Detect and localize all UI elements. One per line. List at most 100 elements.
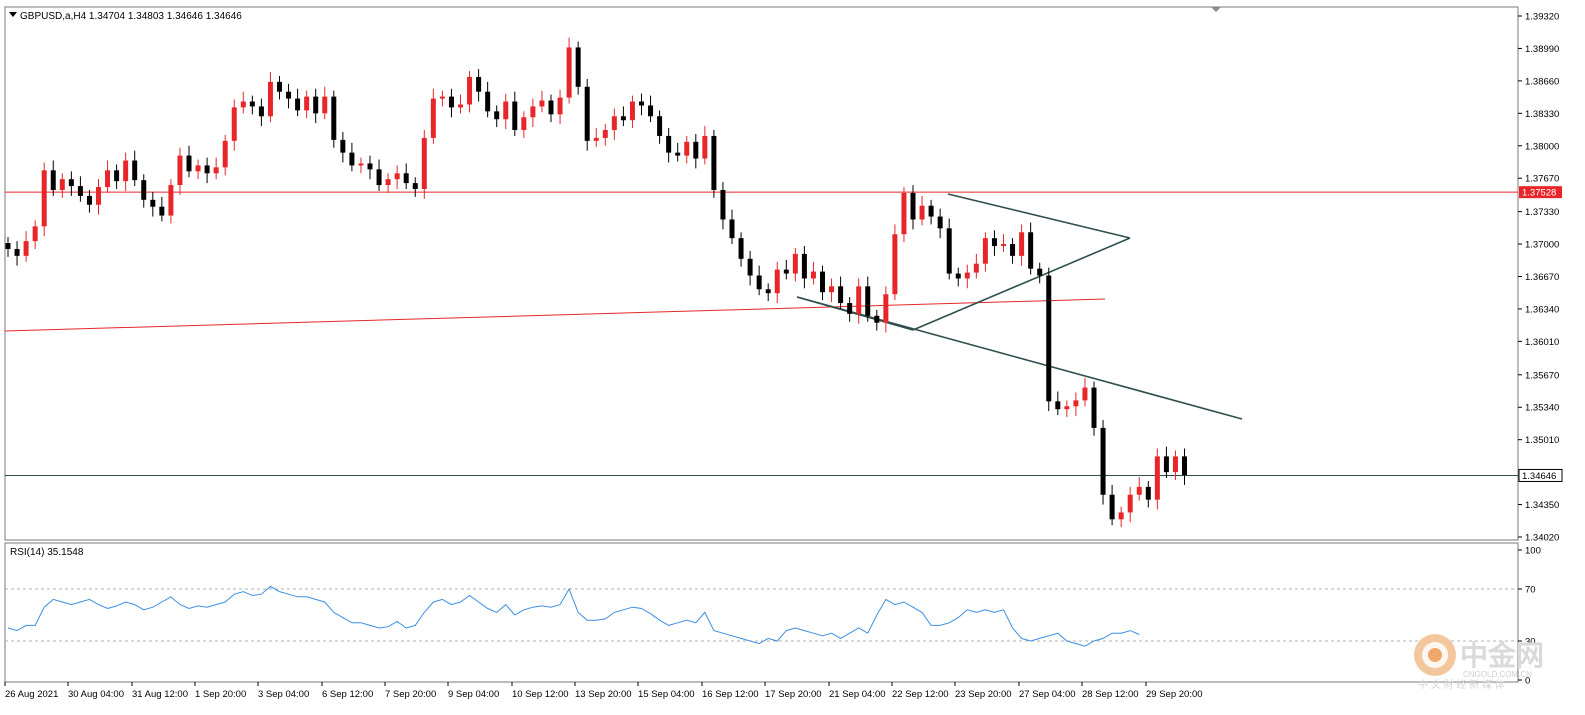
candle xyxy=(693,133,699,169)
horizontal-lines xyxy=(5,191,1518,476)
candle xyxy=(946,218,952,280)
candle-body xyxy=(648,105,654,117)
price-tick-label: 1.37000 xyxy=(1525,240,1559,251)
scroll-marker-icon[interactable] xyxy=(1211,7,1221,12)
candle xyxy=(222,134,228,176)
candle-body xyxy=(367,163,373,170)
candle-body xyxy=(928,205,934,217)
candle-body xyxy=(774,269,780,294)
rising-support-line[interactable] xyxy=(4,298,1106,332)
price-tick-label: 1.38990 xyxy=(1525,44,1559,55)
candle-body xyxy=(738,238,744,259)
candle-body xyxy=(485,91,491,112)
candle xyxy=(286,83,292,109)
price-tick-label: 1.38330 xyxy=(1525,109,1559,120)
candle xyxy=(331,90,337,148)
candle xyxy=(566,37,572,104)
candle-body xyxy=(286,91,292,99)
rsi-line xyxy=(7,585,1140,647)
rsi-level-lines xyxy=(5,588,1518,642)
candle-body xyxy=(277,81,282,92)
candle xyxy=(593,128,599,147)
candle xyxy=(1010,238,1016,264)
candle xyxy=(539,90,545,113)
candle-body xyxy=(313,96,319,114)
candle-body xyxy=(838,286,844,304)
candle xyxy=(258,98,264,127)
candle xyxy=(648,95,654,123)
candle xyxy=(1046,267,1052,412)
candle xyxy=(394,165,400,190)
candle xyxy=(195,159,201,180)
candle-body xyxy=(1037,268,1043,276)
candle-body xyxy=(322,96,328,114)
candle-body xyxy=(982,238,988,264)
wedge-lower-line[interactable] xyxy=(912,237,1131,331)
candle xyxy=(620,106,626,127)
price-tag-label: 1.34646 xyxy=(1522,471,1556,482)
candle xyxy=(810,261,816,285)
candle-body xyxy=(973,263,979,273)
candle-body xyxy=(222,140,228,168)
candle xyxy=(1064,400,1070,418)
wedge-upper-line[interactable] xyxy=(947,193,1131,239)
candle-body xyxy=(1100,427,1106,495)
candle xyxy=(1154,448,1160,510)
candle xyxy=(729,209,735,245)
candle xyxy=(304,90,310,119)
candle xyxy=(376,159,382,191)
candle-body xyxy=(1073,400,1079,407)
candle xyxy=(1163,446,1169,479)
candle-body xyxy=(86,195,92,205)
time-tick-label: 9 Sep 04:00 xyxy=(448,689,499,700)
candle-body xyxy=(829,286,835,293)
candle xyxy=(530,98,536,128)
candle-body xyxy=(756,275,762,290)
candle xyxy=(774,261,780,304)
candle-body xyxy=(467,76,473,105)
candle-body xyxy=(548,100,554,115)
candle xyxy=(865,276,871,322)
candle xyxy=(476,69,482,102)
candle xyxy=(385,173,391,193)
candle xyxy=(240,91,246,114)
price-tick-label: 1.38000 xyxy=(1525,141,1559,152)
candle-body xyxy=(1127,494,1133,513)
candle-body xyxy=(150,199,156,207)
candle-body xyxy=(747,258,753,276)
candle xyxy=(1145,480,1151,508)
candle xyxy=(964,264,970,289)
candle xyxy=(883,286,889,333)
candle-body xyxy=(403,173,409,184)
candle xyxy=(177,147,183,195)
candle xyxy=(747,250,753,286)
candle xyxy=(503,93,509,130)
symbol-dropdown-icon[interactable] xyxy=(9,12,17,17)
candle-body xyxy=(1154,456,1160,500)
channel-upper-line[interactable] xyxy=(796,296,914,331)
symbol-ohlc-label: GBPUSD,a,H4 1.34704 1.34803 1.34646 1.34… xyxy=(20,11,242,22)
price-tick-label: 1.36340 xyxy=(1525,304,1559,315)
candle xyxy=(1182,448,1187,485)
candle xyxy=(186,145,192,178)
candle xyxy=(684,135,690,164)
candle xyxy=(1055,391,1061,416)
candle-series xyxy=(5,37,1187,528)
candle xyxy=(1073,392,1079,417)
candle xyxy=(32,220,38,249)
candle-body xyxy=(892,234,898,295)
candle xyxy=(114,164,120,190)
candle xyxy=(919,195,925,226)
time-tick-label: 17 Sep 20:00 xyxy=(765,689,822,700)
candle-body xyxy=(1182,456,1187,476)
price-panel xyxy=(4,6,1519,541)
time-tick-label: 1 Sep 20:00 xyxy=(195,689,246,700)
candle-body xyxy=(765,289,771,294)
candle xyxy=(928,199,934,225)
candle xyxy=(629,95,635,129)
time-tick-label: 31 Aug 12:00 xyxy=(132,689,188,700)
time-tick-label: 28 Sep 12:00 xyxy=(1082,689,1139,700)
candle-body xyxy=(566,47,572,98)
candle-body xyxy=(267,81,273,117)
